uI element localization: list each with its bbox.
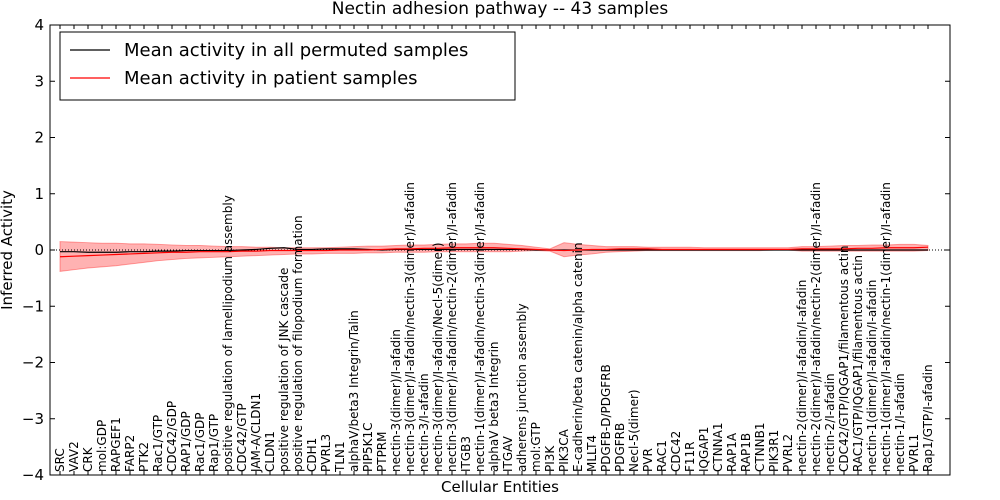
entity-label: nectin-3(dimer)/I-afadin/nectin-2(dimer)… — [445, 182, 459, 472]
chart-title: Nectin adhesion pathway -- 43 samples — [332, 0, 669, 19]
entity-label: PIK3R1 — [767, 430, 781, 472]
y-tick-label: −3 — [22, 410, 44, 428]
entity-label: nectin-1/I-afadin — [893, 373, 907, 472]
legend-frame — [59, 31, 516, 101]
y-tick-label: −4 — [22, 466, 44, 484]
entity-label: PTK2 — [137, 442, 151, 472]
x-axis-entity-labels: SRC VAV2 CRK mol:GDP RAPGEF1 FARP2 PTK2 Rac1/GT… — [53, 25, 935, 475]
y-tick-label: −1 — [22, 297, 44, 315]
entity-label: VAV2 — [67, 441, 81, 472]
entity-label: mol:GTP — [529, 422, 543, 472]
entity-label: CDC42/GTP — [235, 403, 249, 472]
entity-label: nectin-1(dimer)/I-afadin/nectin-3(dimer)… — [473, 182, 487, 472]
entity-label: ITGB3 — [459, 436, 473, 472]
entity-label: E-cadherin/beta catenin/alpha catenin — [571, 242, 585, 472]
entity-label: CLDN1 — [263, 431, 277, 472]
legend-label-permuted: Mean activity in all permuted samples — [124, 40, 468, 61]
entity-label: F11R — [683, 441, 697, 472]
plot-area — [50, 241, 950, 272]
entity-label: Necl-5(dimer) — [627, 389, 641, 472]
entity-label: PVRL1 — [907, 434, 921, 472]
entity-label: RAP1B — [739, 433, 753, 472]
entity-label: alphaV/beta3 Integrin/Talin — [347, 310, 361, 472]
y-tick-label: 3 — [34, 72, 44, 90]
entity-label: nectin-2(dimer)/I-afadin/nectin-2(dimer)… — [809, 182, 823, 472]
entity-label: CDC42 — [669, 431, 683, 472]
entity-label: positive regulation of filopodium format… — [291, 215, 305, 472]
entity-label: Rap1/GTP — [207, 414, 221, 472]
entity-label: PIP5K1C — [361, 422, 375, 472]
y-tick-label: 4 — [34, 16, 44, 34]
entity-label: nectin-3(dimer)/I-afadin/nectin-3(dimer)… — [403, 182, 417, 472]
legend-label-patient: Mean activity in patient samples — [124, 68, 418, 89]
entity-label: TLN1 — [333, 441, 347, 473]
entity-label: MLLT4 — [585, 435, 599, 472]
entity-label: nectin-2/I-afadin — [823, 373, 837, 472]
entity-label: IQGAP1 — [697, 427, 711, 472]
entity-label: Rac1/GTP — [151, 415, 165, 472]
y-tick-label: 0 — [34, 241, 44, 259]
entity-label: nectin-3(dimer)/I-afadin — [389, 329, 403, 472]
entity-label: adherens junction assembly — [515, 303, 529, 472]
entity-label: CTNNB1 — [753, 422, 767, 472]
entity-label: positive regulation of JNK cascade — [277, 268, 291, 472]
entity-label: nectin-2(dimer)/I-afadin/I-afadin — [795, 280, 809, 472]
entity-label: nectin-1(dimer)/I-afadin/I-afadin — [865, 280, 879, 472]
entity-label: nectin-3/I-afadin — [417, 373, 431, 472]
entity-label: CDH1 — [305, 438, 319, 472]
entity-label: PVR — [641, 448, 655, 472]
entity-label: RAC1 — [655, 440, 669, 472]
entity-label: PDGFRB — [613, 423, 627, 472]
entity-label: PVRL3 — [319, 434, 333, 472]
entity-label: RAPGEF1 — [109, 417, 123, 472]
patient-spread-band — [59, 241, 929, 272]
x-axis-title: Cellular Entities — [441, 478, 559, 496]
entity-label: ITGAV — [501, 435, 515, 472]
y-tick-label: 2 — [34, 129, 44, 147]
y-axis-title: Inferred Activity — [0, 190, 16, 310]
y-axis: −4 −3 −2 −1 0 1 2 3 4 — [22, 16, 950, 484]
entity-label: PDGFB-D/PDGFRB — [599, 364, 613, 472]
entity-label: alphaV beta3 Integrin — [487, 341, 501, 472]
entity-label: Rac1/GDP — [193, 413, 207, 472]
entity-label: Rap1/GTP/I-afadin — [921, 364, 935, 472]
entity-label: FARP2 — [123, 435, 137, 472]
entity-label: CDC42/GTP/IQGAP1/filamentous actin — [837, 246, 851, 472]
y-tick-label: −2 — [22, 354, 44, 372]
entity-label: JAM-A/CLDN1 — [249, 393, 263, 473]
entity-label: nectin-1(dimer)/I-afadin/nectin-1(dimer)… — [879, 182, 893, 472]
legend: Mean activity in all permuted samples Me… — [59, 31, 516, 101]
entity-label: CRK — [81, 446, 95, 472]
entity-label: PTPRM — [375, 432, 389, 473]
entity-label: RAC1/GTP/IQGAP1/filamentous actin — [851, 255, 865, 472]
entity-label: SRC — [53, 448, 67, 472]
entity-label: PI3K — [543, 445, 557, 472]
entity-label: mol:GDP — [95, 420, 109, 472]
entity-label: nectin-3(dimer)/I-afadin/Necl-5(dimer) — [431, 242, 445, 472]
series-line-patient — [59, 246, 929, 258]
entity-label: positive regulation of lamellipodium ass… — [221, 195, 235, 472]
entity-label: RAP1/GDP — [179, 411, 193, 472]
y-tick-label: 1 — [34, 185, 44, 203]
entity-label: PIK3CA — [557, 428, 571, 472]
entity-label: CTNNA1 — [711, 422, 725, 472]
entity-label: PVRL2 — [781, 434, 795, 472]
entity-label: CDC42/GDP — [165, 401, 179, 472]
entity-label: RAP1A — [725, 432, 739, 472]
